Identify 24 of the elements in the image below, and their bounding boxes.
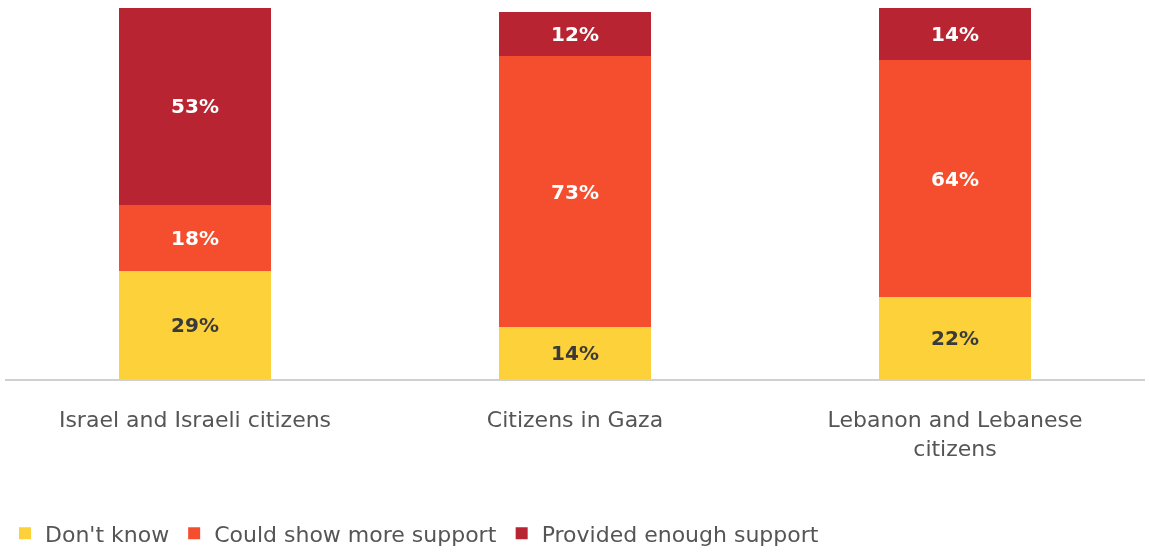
data-label: 22% xyxy=(931,326,979,351)
legend-label: Provided enough support xyxy=(541,521,819,547)
bar xyxy=(499,327,651,379)
bar xyxy=(499,56,651,328)
bar xyxy=(119,8,271,205)
legend-label: Don't know xyxy=(45,521,170,547)
x-tick-label: Citizens in Gaza xyxy=(486,407,664,433)
bar xyxy=(119,271,271,379)
data-label: 73% xyxy=(551,179,599,204)
data-label: 64% xyxy=(931,166,979,191)
x-tick-label: Lebanon and Lebanese citizens xyxy=(827,407,1083,461)
bar xyxy=(119,204,271,272)
data-label: 14% xyxy=(931,21,979,46)
bar xyxy=(879,8,1031,60)
data-label: 18% xyxy=(171,226,219,251)
data-label: 29% xyxy=(171,313,219,338)
legend-label: Could show more support xyxy=(214,521,497,547)
bar xyxy=(879,59,1031,298)
data-label: 12% xyxy=(551,21,599,46)
bar xyxy=(499,11,651,57)
data-label: 53% xyxy=(171,94,219,119)
bar xyxy=(879,297,1031,379)
x-tick-label: Israel and Israeli citizens xyxy=(58,407,332,433)
data-label: 14% xyxy=(551,341,599,366)
